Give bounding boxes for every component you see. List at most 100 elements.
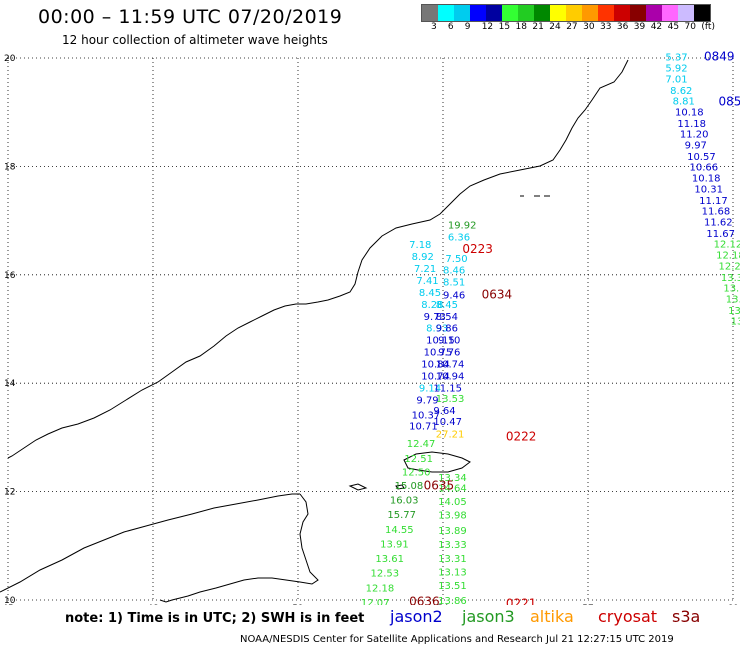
scale-label: 30 <box>583 22 595 32</box>
wave-height-label: 10.66 <box>690 163 719 174</box>
scale-swatch <box>566 5 582 21</box>
credit-line: NOAA/NESDIS Center for Satellite Applica… <box>240 634 674 645</box>
legend-item-cryosat: cryosat <box>598 607 658 626</box>
scale-label: 9 <box>464 22 471 32</box>
wave-height-label: 14.05 <box>438 497 467 508</box>
color-scale-bar <box>421 4 711 22</box>
scale-label: 70 <box>684 22 696 32</box>
wave-height-label: 10.37 <box>412 410 441 421</box>
wave-height-label: 11.15 <box>433 383 462 394</box>
scale-label: 33 <box>600 22 612 32</box>
wave-height-label: 11.67 <box>706 229 735 240</box>
pass-time-label: 0636 <box>409 594 440 605</box>
wave-height-label: 13.35 <box>721 273 740 284</box>
wave-height-label: 7.50 <box>445 254 467 265</box>
wave-height-label: 12.50 <box>402 467 431 478</box>
small-islet <box>395 484 405 490</box>
wave-height-label: 13.3 <box>723 284 740 295</box>
wave-height-label: 8.54 <box>436 312 458 323</box>
wave-height-label: 12.18 <box>716 251 740 262</box>
scale-swatch <box>694 5 710 21</box>
wave-height-label: 8.93 <box>426 324 448 335</box>
lat-tick-label: 14 <box>4 379 16 389</box>
wave-height-label: 9.64 <box>433 406 455 417</box>
scale-swatch <box>422 5 438 21</box>
wave-height-label: 13.98 <box>438 511 467 522</box>
scale-swatch <box>678 5 694 21</box>
socotra-island <box>403 451 471 473</box>
wave-height-label: 8.51 <box>443 278 465 289</box>
wave-height-label: 7.21 <box>414 264 436 275</box>
wave-height-label: 8.45 <box>419 288 441 299</box>
wave-height-label: 8.92 <box>412 252 434 263</box>
wave-height-label: 9.73 <box>424 312 446 323</box>
pass-time-label: 0634 <box>482 288 513 302</box>
scale-label: 36 <box>616 22 629 32</box>
scale-label: 3 <box>431 22 437 32</box>
scale-label: 24 <box>549 22 561 32</box>
scale-swatch <box>518 5 534 21</box>
wave-height-label: 10.15 <box>426 336 455 347</box>
wave-height-label: 13.34 <box>438 473 467 484</box>
wave-height-label: 10.71 <box>409 421 438 432</box>
wave-height-label: 10.94 <box>436 371 465 382</box>
scale-label: 42 <box>650 22 663 32</box>
scale-swatch <box>502 5 518 21</box>
arabian-coastline <box>7 59 629 459</box>
map-subtitle: 12 hour collection of altimeter wave hei… <box>62 33 328 47</box>
wave-height-label: 12.53 <box>371 569 400 580</box>
wave-height-label: 10.84 <box>421 359 450 370</box>
wave-height-label: 8.46 <box>443 266 465 277</box>
lat-tick-label: 16 <box>4 271 16 281</box>
wave-height-label: 12.12 <box>714 240 740 251</box>
wave-height-label: 10.18 <box>675 107 704 118</box>
lon-tick-label: 51 <box>292 604 303 605</box>
map-title: 00:00 – 11:59 UTC 07/20/2019 <box>38 6 343 28</box>
scale-label: (ft) <box>701 22 715 32</box>
wave-height-label: 13 <box>731 317 740 328</box>
wave-height-label: 10.57 <box>687 152 716 163</box>
wave-height-label: 10.74 <box>421 371 450 382</box>
wave-height-label: 8.62 <box>670 86 692 97</box>
wave-height-label: 5.37 <box>665 53 687 64</box>
scale-swatch <box>662 5 678 21</box>
wave-height-label: 7.01 <box>665 74 687 85</box>
wave-height-label: 9.14 <box>419 383 441 394</box>
wave-height-label: 12.07 <box>361 598 390 605</box>
wave-height-label: 16.03 <box>390 496 419 507</box>
axis-tick-labels: 45 48 51 54 57 60 20 18 16 14 12 10 <box>2 54 739 605</box>
wave-height-label: 12.21 <box>719 261 740 272</box>
scale-label: 6 <box>447 22 454 32</box>
wave-height-label: 5.92 <box>665 64 687 75</box>
legend-item-jason2: jason2 <box>390 607 443 626</box>
scale-swatch <box>646 5 662 21</box>
wave-height-label: 13.91 <box>380 539 409 550</box>
lat-tick-label: 20 <box>4 54 16 64</box>
wave-height-label: 14.55 <box>385 525 414 536</box>
scale-swatch <box>550 5 566 21</box>
wave-height-label: 6.36 <box>448 233 470 244</box>
scale-label: 21 <box>532 22 544 32</box>
wave-height-label: 7.18 <box>409 240 431 251</box>
wave-height-label: 8.81 <box>673 97 695 108</box>
wave-height-label: 15.77 <box>387 510 416 521</box>
scale-swatch <box>614 5 630 21</box>
lon-tick-label: 57 <box>582 604 593 605</box>
wave-height-label: 10.47 <box>433 417 462 428</box>
wave-height-label: 7.41 <box>416 276 438 287</box>
wave-height-label: 11.62 <box>704 217 733 228</box>
legend-item-s3a: s3a <box>672 607 701 626</box>
satellite-tracks: 5.375.927.018.628.8110.1811.1811.209.971… <box>361 50 740 605</box>
pass-time-label: 0849 <box>704 50 735 64</box>
wave-height-label: 13.51 <box>438 581 467 592</box>
lon-tick-label: 48 <box>147 604 159 605</box>
wave-height-label: 10.74 <box>436 359 465 370</box>
scale-swatch <box>630 5 646 21</box>
pass-time-label: 0635 <box>424 478 455 492</box>
lon-tick-label: 54 <box>437 604 449 605</box>
scale-swatch <box>582 5 598 21</box>
wave-height-label: 8.28 <box>421 300 443 311</box>
altimeter-map: 5.375.927.018.628.8110.1811.1811.209.971… <box>0 50 740 605</box>
wave-height-label: 9.76 <box>438 348 460 359</box>
wave-height-label: 15.08 <box>395 481 424 492</box>
